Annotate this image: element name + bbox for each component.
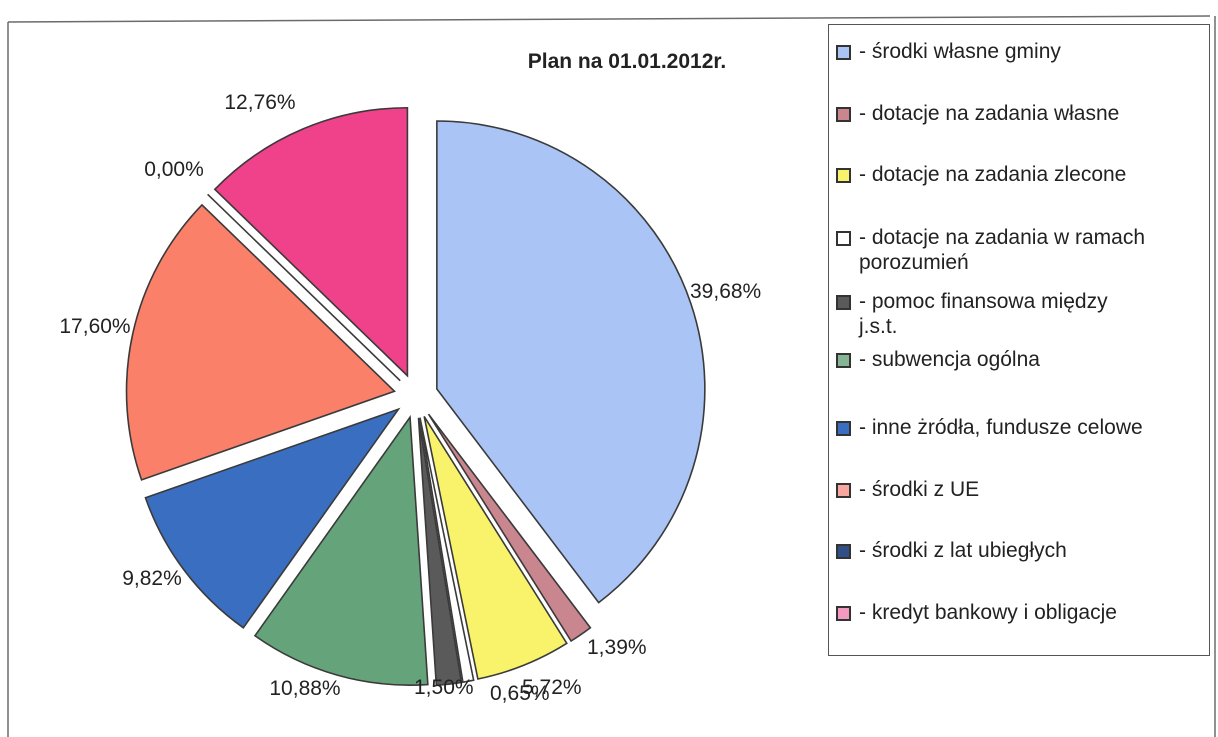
legend-swatch	[836, 168, 851, 183]
legend-label: - kredyt bankowy i obligacje	[859, 601, 1117, 624]
legend: - środki własne gminy - dotacje na zadani…	[828, 24, 1210, 656]
legend-swatch	[836, 606, 851, 621]
legend-label: - dotacje na zadania własne	[859, 102, 1120, 125]
legend-swatch	[836, 231, 851, 246]
legend-label: - subwencja ogólna	[859, 348, 1040, 371]
legend-label: - środki własne gminy	[859, 40, 1061, 63]
legend-label: - dotacje na zadania w ramach porozumień	[859, 226, 1145, 274]
slice-percent-label: 5,72%	[522, 676, 582, 699]
legend-swatch	[836, 353, 851, 368]
pie-slice	[417, 417, 463, 687]
legend-swatch	[836, 544, 851, 559]
legend-item: - kredyt bankowy i obligacje	[836, 600, 1117, 625]
legend-item: - pomoc finansowa między j.s.t.	[836, 289, 1108, 339]
slice-percent-label: 9,82%	[122, 567, 182, 590]
legend-item: - środki z UE	[836, 477, 979, 502]
legend-swatch	[836, 45, 851, 60]
pie-slices	[125, 106, 706, 687]
legend-item: - inne żródła, fundusze celowe	[836, 415, 1143, 440]
legend-item: - dotacje na zadania własne	[836, 101, 1119, 126]
slice-percent-label: 1,39%	[587, 636, 647, 659]
pie-slice	[419, 417, 475, 684]
legend-swatch	[836, 421, 851, 436]
pie-slice	[253, 414, 429, 686]
slice-percent-label: 0,65%	[490, 682, 550, 705]
pie-slice	[436, 120, 706, 604]
pie-slice	[144, 407, 401, 629]
pie-slice	[213, 106, 409, 378]
legend-label: - inne żródła, fundusze celowe	[859, 416, 1143, 439]
legend-item: - środki własne gminy	[836, 39, 1061, 64]
legend-swatch	[836, 483, 851, 498]
pie-slice	[125, 203, 396, 481]
slice-percent-label: 17,60%	[59, 315, 130, 338]
legend-swatch	[836, 107, 851, 122]
legend-item: - dotacje na zadania w ramach porozumień	[836, 225, 1145, 275]
legend-item: - środki z lat ubiegłych	[836, 538, 1067, 563]
legend-label: - pomoc finansowa między j.s.t.	[859, 290, 1108, 338]
legend-label: - środki z UE	[859, 478, 980, 501]
legend-label: - dotacje na zadania zlecone	[859, 163, 1127, 186]
slice-percent-label: 1,50%	[414, 676, 474, 699]
legend-item: - subwencja ogólna	[836, 347, 1040, 372]
slice-percent-label: 12,76%	[224, 91, 295, 114]
pie-labels: 39,68% 1,39%5,72%0,65% 1,50% 10,88% 9,82% 17,…	[59, 91, 761, 705]
legend-swatch	[836, 295, 851, 310]
chart-title: Plan na 01.01.2012r.	[528, 50, 726, 73]
slice-percent-label: 0,00%	[144, 158, 204, 181]
chart-frame	[7, 15, 1216, 737]
slice-percent-label: 39,68%	[690, 280, 761, 303]
slice-percent-label: 10,88%	[269, 677, 340, 700]
pie-slice	[423, 415, 568, 680]
legend-item: - dotacje na zadania zlecone	[836, 162, 1126, 187]
legend-label: - środki z lat ubiegłych	[859, 539, 1067, 562]
pie-slice	[427, 413, 592, 643]
